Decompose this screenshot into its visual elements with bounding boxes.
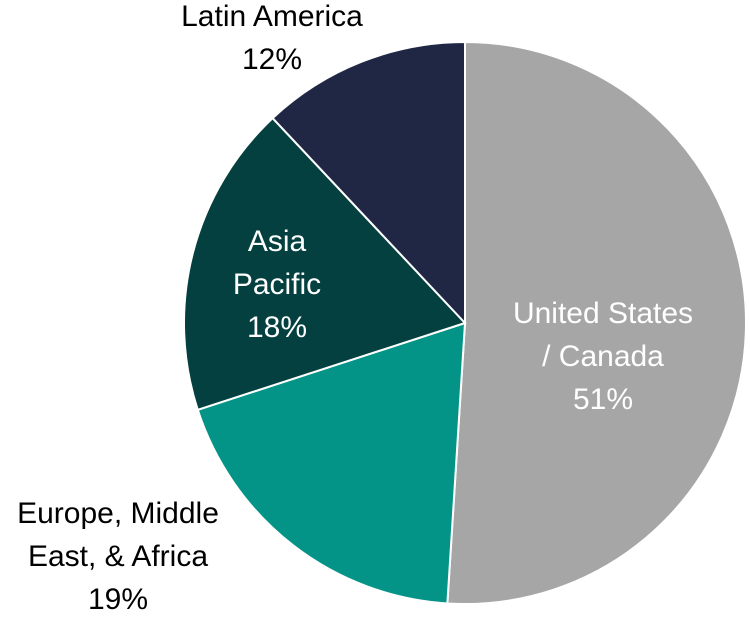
pie-slice	[183, 116, 467, 412]
pie-slice	[196, 321, 467, 605]
slice-label: East, & Africa	[28, 540, 208, 573]
pie-slice	[271, 40, 466, 326]
slice-label: Asia	[248, 225, 307, 258]
slice-value-label: 12%	[242, 43, 302, 76]
slice-value-label: 51%	[573, 383, 633, 416]
slice-label: Latin America	[181, 0, 363, 33]
slice-label: Pacific	[233, 268, 321, 301]
slice-label: / Canada	[542, 340, 664, 373]
slice-value-label: 19%	[88, 583, 148, 616]
slice-label: Europe, Middle	[17, 497, 219, 530]
slice-label: United States	[513, 297, 693, 330]
slice-value-label: 18%	[247, 311, 307, 344]
pie-slice	[446, 40, 748, 605]
